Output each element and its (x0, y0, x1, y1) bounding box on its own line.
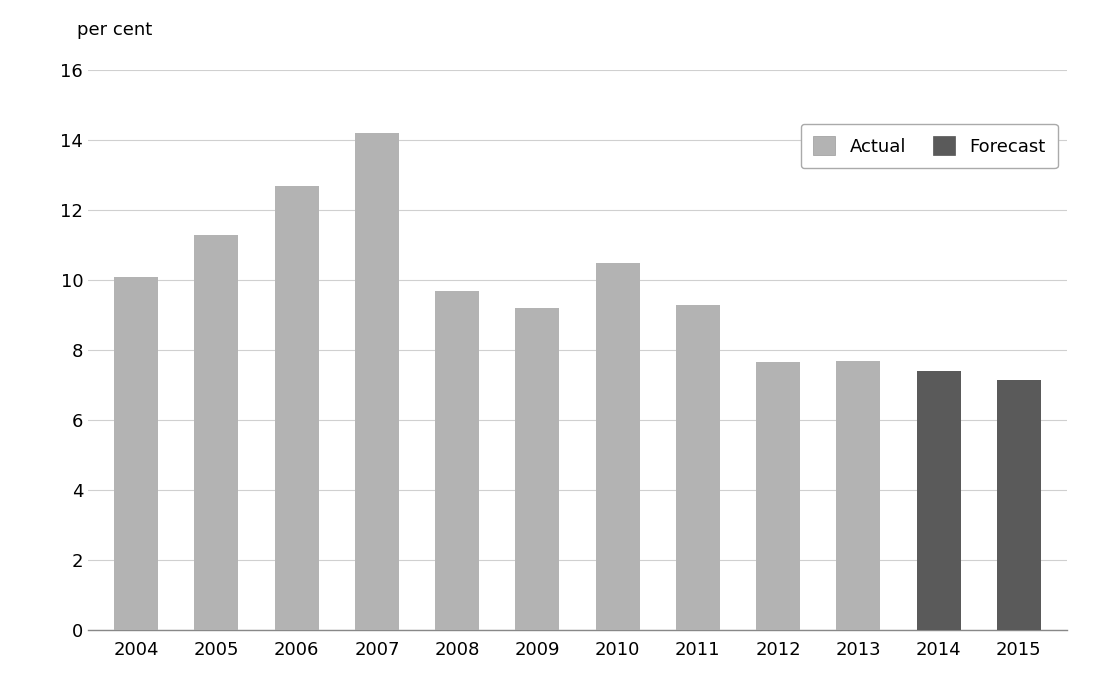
Text: per cent: per cent (77, 21, 152, 39)
Bar (515, 308, 560, 630)
Bar (195, 234, 239, 630)
Bar (114, 276, 158, 630)
Bar (595, 262, 640, 630)
Bar (436, 290, 480, 630)
Bar (675, 304, 719, 630)
Bar (997, 379, 1041, 630)
Bar (836, 360, 880, 630)
Bar (355, 133, 399, 630)
Bar (756, 363, 800, 630)
Bar (275, 186, 319, 630)
Legend: Actual, Forecast: Actual, Forecast (801, 124, 1058, 169)
Bar (916, 371, 960, 630)
